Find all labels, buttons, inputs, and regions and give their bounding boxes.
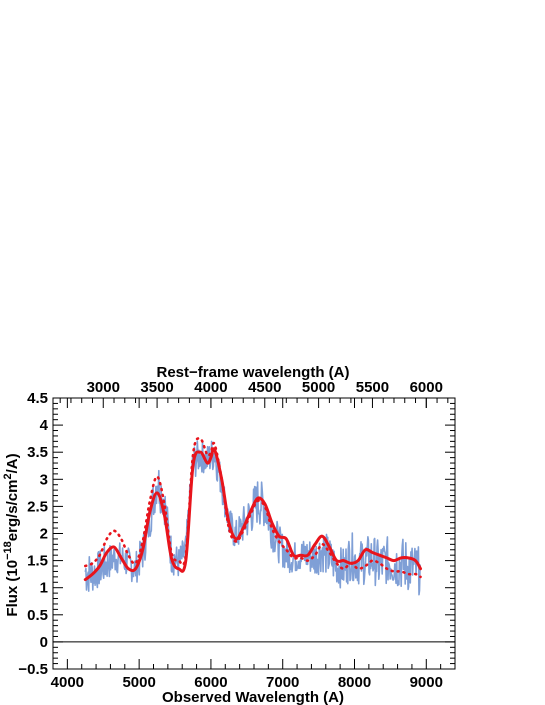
plot-frame (52, 397, 456, 670)
x-tick-label: 7000 (266, 674, 299, 691)
x2-tick-label: 3000 (87, 379, 120, 396)
model-solid-line (83, 447, 422, 582)
top-axis-title: Rest−frame wavelength (A) (157, 364, 350, 381)
y-title-suffix: /A) (4, 453, 21, 473)
y-tick-label: 4 (40, 417, 49, 434)
x-tick-label: 9000 (410, 674, 443, 691)
y-tick-label: 0 (40, 634, 48, 651)
y-tick-label: 2.5 (27, 498, 48, 515)
y-title-mid: erg/s/cm (4, 480, 21, 542)
plot-data-layer (83, 437, 422, 596)
y-title-exp2: 2 (2, 473, 14, 479)
x2-tick-label: 4500 (248, 379, 281, 396)
y-tick-label: 4.5 (27, 390, 48, 407)
x2-tick-label: 5500 (356, 379, 389, 396)
model-dotted-line (84, 437, 422, 579)
y-tick-label: 3 (40, 471, 48, 488)
y-axis-title: Flux (10−18erg/s/cm2/A) (2, 453, 21, 616)
y-tick-label: 2 (40, 526, 48, 543)
x-tick-label: 4000 (51, 674, 84, 691)
y-tick-label: 1.5 (27, 553, 48, 570)
x-tick-label: 6000 (194, 674, 227, 691)
x2-tick-label: 5000 (302, 379, 335, 396)
y-title-prefix: Flux (10 (4, 560, 21, 617)
x-tick-label: 5000 (122, 674, 155, 691)
y-tick-label: −0.5 (18, 661, 48, 678)
y-title-exp1: −18 (2, 541, 14, 560)
x2-tick-label: 6000 (410, 379, 443, 396)
y-tick-label: 3.5 (27, 444, 48, 461)
x-tick-label: 8000 (338, 674, 371, 691)
x2-tick-label: 4000 (194, 379, 227, 396)
y-tick-label: 1 (40, 580, 48, 597)
x2-tick-label: 3500 (140, 379, 173, 396)
observed-spectrum-line (84, 440, 421, 596)
x-axis-title: Observed Wavelength (A) (162, 689, 344, 705)
y-tick-label: 0.5 (27, 607, 48, 624)
